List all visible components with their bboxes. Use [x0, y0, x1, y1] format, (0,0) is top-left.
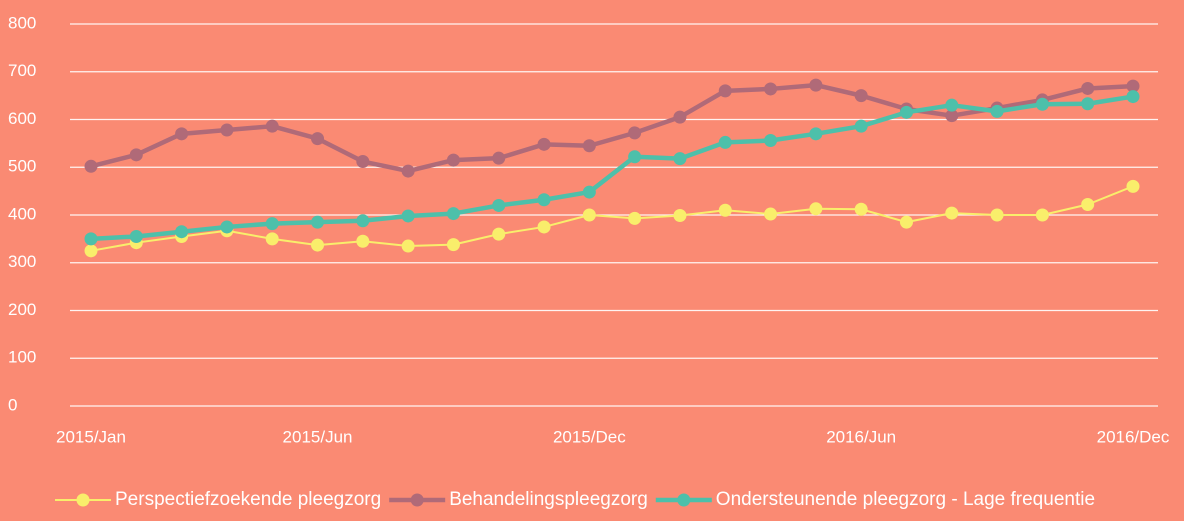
- data-point: [1035, 208, 1049, 222]
- data-point: [492, 198, 506, 212]
- data-point: [673, 152, 687, 166]
- data-point: [764, 82, 778, 96]
- y-tick-label: 800: [8, 13, 36, 32]
- legend-label: Behandelingspleegzorg: [449, 489, 648, 510]
- data-point: [84, 232, 98, 246]
- data-point: [673, 110, 687, 124]
- data-point: [356, 214, 370, 228]
- data-point: [945, 206, 959, 220]
- data-point: [537, 193, 551, 207]
- x-tick-label: 2015/Jun: [283, 427, 353, 446]
- data-point: [84, 244, 98, 258]
- data-point: [854, 89, 868, 103]
- data-point: [582, 185, 596, 199]
- data-point: [265, 119, 279, 133]
- data-point: [945, 109, 959, 123]
- data-point: [809, 202, 823, 216]
- data-point: [311, 132, 325, 146]
- legend-marker: [677, 493, 691, 507]
- y-tick-label: 300: [8, 252, 36, 271]
- data-point: [401, 164, 415, 178]
- legend-label: Ondersteunende pleegzorg - Lage frequent…: [716, 489, 1095, 510]
- data-point: [809, 78, 823, 92]
- data-point: [446, 207, 460, 221]
- data-point: [537, 220, 551, 234]
- y-tick-label: 700: [8, 61, 36, 80]
- data-point: [718, 135, 732, 149]
- data-point: [129, 229, 143, 243]
- data-point: [628, 126, 642, 140]
- data-point: [1126, 179, 1140, 193]
- data-point: [492, 227, 506, 241]
- data-point: [311, 238, 325, 252]
- data-point: [265, 217, 279, 231]
- data-point: [899, 105, 913, 119]
- legend-marker: [410, 493, 424, 507]
- x-tick-label: 2016/Dec: [1097, 427, 1170, 446]
- data-point: [990, 208, 1004, 222]
- data-point: [628, 211, 642, 225]
- data-point: [356, 155, 370, 169]
- x-tick-label: 2016/Jun: [826, 427, 896, 446]
- series-line: [90, 82, 1134, 174]
- series-line: [90, 94, 1134, 242]
- data-point: [401, 209, 415, 223]
- y-tick-label: 400: [8, 204, 36, 223]
- data-point: [809, 127, 823, 141]
- data-point: [718, 84, 732, 98]
- data-point: [446, 153, 460, 167]
- data-point: [899, 215, 913, 229]
- data-point: [1126, 90, 1140, 104]
- legend-label: Perspectiefzoekende pleegzorg: [115, 489, 381, 510]
- data-point: [582, 208, 596, 222]
- series-line: [90, 185, 1134, 252]
- legend-marker: [76, 493, 90, 507]
- data-point: [1035, 97, 1049, 111]
- y-tick-label: 500: [8, 157, 36, 176]
- data-point: [129, 148, 143, 162]
- data-point: [356, 234, 370, 248]
- data-point: [492, 151, 506, 165]
- y-tick-label: 100: [8, 348, 36, 367]
- data-point: [175, 127, 189, 141]
- data-point: [1081, 197, 1095, 211]
- data-point: [537, 137, 551, 151]
- y-tick-label: 600: [8, 109, 36, 128]
- data-point: [628, 150, 642, 164]
- x-tick-label: 2015/Dec: [553, 427, 626, 446]
- y-tick-label: 0: [8, 395, 17, 414]
- data-point: [673, 208, 687, 222]
- data-point: [1126, 79, 1140, 93]
- data-point: [446, 238, 460, 252]
- y-tick-label: 200: [8, 300, 36, 319]
- x-tick-label: 2015/Jan: [56, 427, 126, 446]
- data-point: [220, 220, 234, 234]
- data-point: [945, 98, 959, 112]
- data-point: [265, 232, 279, 246]
- data-point: [84, 159, 98, 173]
- data-point: [1081, 97, 1095, 111]
- data-point: [854, 119, 868, 133]
- data-point: [764, 207, 778, 221]
- data-point: [401, 239, 415, 253]
- data-point: [220, 123, 234, 137]
- data-point: [582, 139, 596, 153]
- data-point: [175, 225, 189, 239]
- data-point: [764, 134, 778, 148]
- data-point: [718, 203, 732, 217]
- data-point: [990, 104, 1004, 118]
- data-point: [854, 202, 868, 216]
- data-point: [311, 215, 325, 229]
- data-point: [1081, 81, 1095, 95]
